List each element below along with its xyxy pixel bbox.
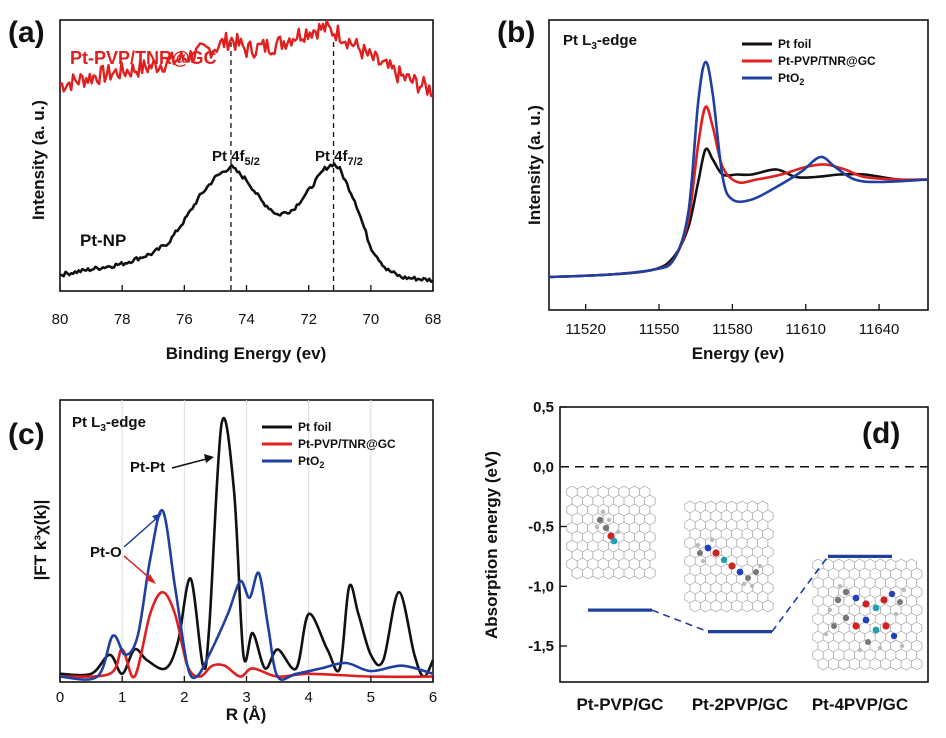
x-tick-label-72: 72 bbox=[300, 311, 317, 328]
panel-b-edge-title: Pt L3-edge bbox=[563, 32, 637, 52]
panel-d-y-ticks: 0,5 0,0 -0,5 -1,0 -1,5 bbox=[528, 399, 567, 655]
panel-c-x-title: R (Å) bbox=[226, 705, 267, 724]
panel-c-edge-title: Pt L3-edge bbox=[72, 414, 146, 434]
series-line-pto2 bbox=[59, 509, 434, 681]
arrow-pt-o-red bbox=[123, 555, 153, 581]
structure-pt-4pvp bbox=[812, 558, 923, 671]
panel-b-series bbox=[548, 60, 929, 279]
x-tick-label-74: 74 bbox=[238, 311, 255, 328]
series-line-pt-pvp-tnr-gc bbox=[59, 590, 434, 679]
legend-label-pt-foil: Pt foil bbox=[778, 37, 811, 51]
panel-d-energy-levels bbox=[588, 554, 892, 634]
panel-c-gridlines bbox=[121, 400, 372, 682]
peak-label-4f52: Pt 4f5/2 bbox=[212, 148, 260, 168]
x-tick-label-4: 4 bbox=[304, 689, 312, 706]
series-line-pt-pvp-tnr-gc bbox=[548, 105, 929, 279]
structure-pt-2pvp bbox=[684, 500, 774, 613]
connector-1 bbox=[771, 555, 829, 633]
series-line-pt-pvp-tnr-gc bbox=[59, 19, 434, 98]
x-tick-label-11610: 11610 bbox=[785, 321, 826, 338]
series-line-pt-foil bbox=[548, 147, 929, 279]
panel-b-legend: Pt foil Pt-PVP/TNR@GC PtO2 bbox=[742, 37, 876, 87]
connector-0 bbox=[651, 609, 709, 633]
panel-b-y-title: Intensity (a. u.) bbox=[525, 105, 544, 225]
annotation-pt-pt: Pt-Pt bbox=[130, 459, 165, 476]
panel-c-y-title: |FT k³χ(k)| bbox=[31, 500, 50, 581]
x-tick-label-0: 0 bbox=[56, 689, 64, 706]
x-tick-label-11550: 11550 bbox=[639, 321, 680, 338]
x-tick-label-1: 1 bbox=[118, 689, 126, 706]
legend-label-pt-pvp-c: Pt-PVP/TNR@GC bbox=[298, 437, 396, 451]
panel-a-x-ticks: 80 78 76 74 72 70 68 bbox=[52, 285, 442, 328]
panel-a-x-title: Binding Energy (ev) bbox=[166, 344, 327, 363]
x-tick-label-11520: 11520 bbox=[565, 321, 606, 338]
arrow-pt-pt bbox=[171, 457, 211, 469]
x-tick-label-2: 2 bbox=[180, 689, 188, 706]
panel-c-label: (c) bbox=[8, 418, 45, 451]
panel-b-frame bbox=[548, 19, 929, 311]
panel-a-label: (a) bbox=[8, 16, 45, 49]
panel-b-x-title: Energy (ev) bbox=[692, 344, 785, 363]
series-label-pt-np: Pt-NP bbox=[80, 231, 126, 250]
panel-b-x-ticks: 11520 11550 11580 11610 11640 bbox=[565, 304, 899, 338]
y-tick-label-1: 0,0 bbox=[533, 459, 554, 476]
series-line-pt-np bbox=[59, 162, 434, 284]
panel-c: (c) 0 1 2 3 4 5 6 Pt L3-edge Pt foil Pt-PVP/TN… bbox=[8, 399, 437, 724]
arrow-pt-o-blue bbox=[123, 516, 159, 548]
y-tick-label-2: -0,5 bbox=[528, 519, 554, 536]
x-tick-label-80: 80 bbox=[52, 311, 69, 328]
panel-d-label: (d) bbox=[862, 417, 900, 450]
series-line-pt-foil bbox=[59, 416, 435, 678]
series-label-pt-pvp: Pt-PVP/TNR@GC bbox=[70, 48, 217, 68]
y-tick-label-0: 0,5 bbox=[533, 399, 554, 416]
x-tick-label-11640: 11640 bbox=[859, 321, 900, 338]
x-tick-label-70: 70 bbox=[362, 311, 379, 328]
arrowhead-pt-pt bbox=[204, 454, 214, 463]
y-tick-label-4: -1,5 bbox=[528, 638, 554, 655]
arrowhead-pt-o-red bbox=[146, 574, 156, 584]
panel-b-label: (b) bbox=[497, 16, 535, 49]
panel-c-series bbox=[59, 416, 435, 681]
peak-label-4f72: Pt 4f7/2 bbox=[315, 148, 363, 168]
panel-c-legend: Pt foil Pt-PVP/TNR@GC PtO2 bbox=[262, 420, 396, 470]
category-label-pt-4pvp-gc: Pt-4PVP/GC bbox=[812, 695, 908, 714]
y-tick-label-3: -1,0 bbox=[528, 578, 554, 595]
category-label-pt-pvp-gc: Pt-PVP/GC bbox=[577, 695, 664, 714]
x-tick-label-78: 78 bbox=[114, 311, 131, 328]
panel-d-frame bbox=[559, 406, 929, 683]
panel-b: (b) 11520 11550 11580 11610 11640 Pt L3-edge… bbox=[497, 16, 929, 363]
arrowhead-pt-o-blue bbox=[152, 513, 162, 522]
annotation-pt-o: Pt-O bbox=[90, 544, 122, 561]
panel-d: (d) 0,5 0,0 -0,5 -1,0 -1,5 Pt-PVP/GC Pt-2PVP/… bbox=[482, 399, 929, 714]
legend-label-pto2: PtO2 bbox=[778, 71, 804, 87]
x-tick-label-76: 76 bbox=[176, 311, 193, 328]
x-tick-label-6: 6 bbox=[429, 689, 437, 706]
panel-a-y-title: Intensity (a. u.) bbox=[29, 100, 48, 220]
category-label-pt-2pvp-gc: Pt-2PVP/GC bbox=[692, 695, 788, 714]
legend-label-pto2-c: PtO2 bbox=[298, 454, 324, 470]
x-tick-label-3: 3 bbox=[242, 689, 250, 706]
legend-label-pt-pvp: Pt-PVP/TNR@GC bbox=[778, 54, 876, 68]
structure-pt-pvp bbox=[566, 485, 656, 580]
graphene-structure-images bbox=[566, 485, 923, 671]
panel-d-y-title: Absorption energy (eV) bbox=[482, 451, 501, 639]
panel-a-series bbox=[59, 19, 434, 284]
panel-c-x-ticks: 0 1 2 3 4 5 6 bbox=[56, 676, 437, 706]
panel-d-categories: Pt-PVP/GC Pt-2PVP/GC Pt-4PVP/GC bbox=[577, 695, 909, 714]
x-tick-label-5: 5 bbox=[367, 689, 375, 706]
legend-label-pt-foil-c: Pt foil bbox=[298, 420, 331, 434]
x-tick-label-11580: 11580 bbox=[712, 321, 753, 338]
series-line-pto2 bbox=[548, 60, 929, 279]
x-tick-label-68: 68 bbox=[425, 311, 442, 328]
panel-a: (a) 80 78 76 74 72 70 68 Pt 4f5/2 Pt 4f7/2 Pt-… bbox=[8, 16, 441, 363]
peak-reference-lines bbox=[230, 42, 335, 291]
